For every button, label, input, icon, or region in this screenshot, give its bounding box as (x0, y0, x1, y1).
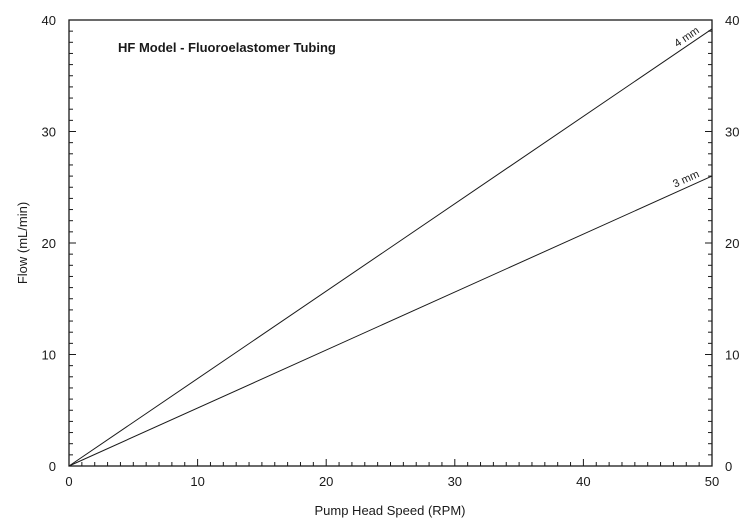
y-right-tick-label: 30 (725, 125, 739, 140)
y-left-tick-label: 40 (42, 13, 56, 28)
x-tick-label: 10 (190, 474, 204, 489)
x-tick-label: 0 (65, 474, 72, 489)
ticks-layer (68, 19, 713, 467)
y-axis-label: Flow (mL/min) (15, 202, 30, 284)
x-tick-label: 20 (319, 474, 333, 489)
chart-title: HF Model - Fluoroelastomer Tubing (118, 40, 336, 55)
plot-frame (68, 19, 713, 467)
y-left-tick-label: 0 (49, 459, 56, 474)
x-axis-label: Pump Head Speed (RPM) (314, 503, 465, 518)
y-left-tick-label: 20 (42, 236, 56, 251)
y-left-tick-label: 30 (42, 125, 56, 140)
series-line-2 (68, 175, 713, 467)
series-lines (68, 28, 713, 467)
y-right-tick-label: 0 (725, 459, 732, 474)
x-tick-label: 50 (705, 474, 719, 489)
y-right-tick-label: 10 (725, 348, 739, 363)
x-tick-label: 30 (448, 474, 462, 489)
x-tick-label: 40 (576, 474, 590, 489)
series-line-1 (68, 28, 713, 467)
y-right-tick-label: 20 (725, 236, 739, 251)
y-right-tick-label: 40 (725, 13, 739, 28)
y-left-tick-label: 10 (42, 348, 56, 363)
